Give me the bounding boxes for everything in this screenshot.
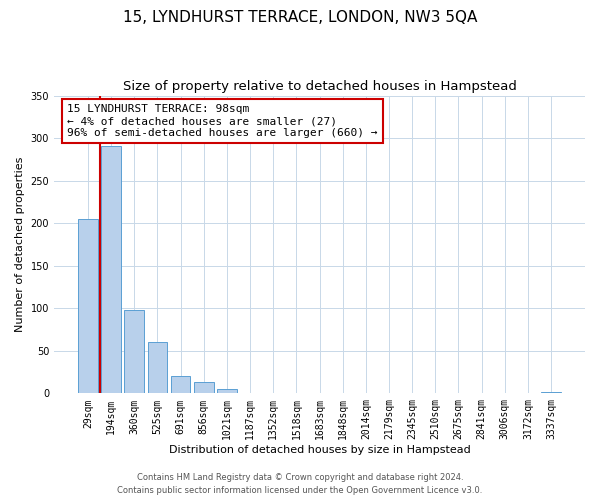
Y-axis label: Number of detached properties: Number of detached properties — [15, 157, 25, 332]
Bar — [78, 219, 98, 394]
X-axis label: Distribution of detached houses by size in Hampstead: Distribution of detached houses by size … — [169, 445, 470, 455]
Bar — [124, 310, 144, 394]
Bar — [101, 146, 121, 394]
Bar — [194, 382, 214, 394]
Bar — [541, 392, 561, 394]
Text: 15, LYNDHURST TERRACE, LONDON, NW3 5QA: 15, LYNDHURST TERRACE, LONDON, NW3 5QA — [123, 10, 477, 25]
Title: Size of property relative to detached houses in Hampstead: Size of property relative to detached ho… — [122, 80, 517, 93]
Bar — [240, 392, 260, 394]
Bar — [171, 376, 190, 394]
Text: Contains HM Land Registry data © Crown copyright and database right 2024.
Contai: Contains HM Land Registry data © Crown c… — [118, 474, 482, 495]
Text: 15 LYNDHURST TERRACE: 98sqm
← 4% of detached houses are smaller (27)
96% of semi: 15 LYNDHURST TERRACE: 98sqm ← 4% of deta… — [67, 104, 378, 138]
Bar — [356, 392, 376, 394]
Bar — [217, 389, 237, 394]
Bar — [148, 342, 167, 394]
